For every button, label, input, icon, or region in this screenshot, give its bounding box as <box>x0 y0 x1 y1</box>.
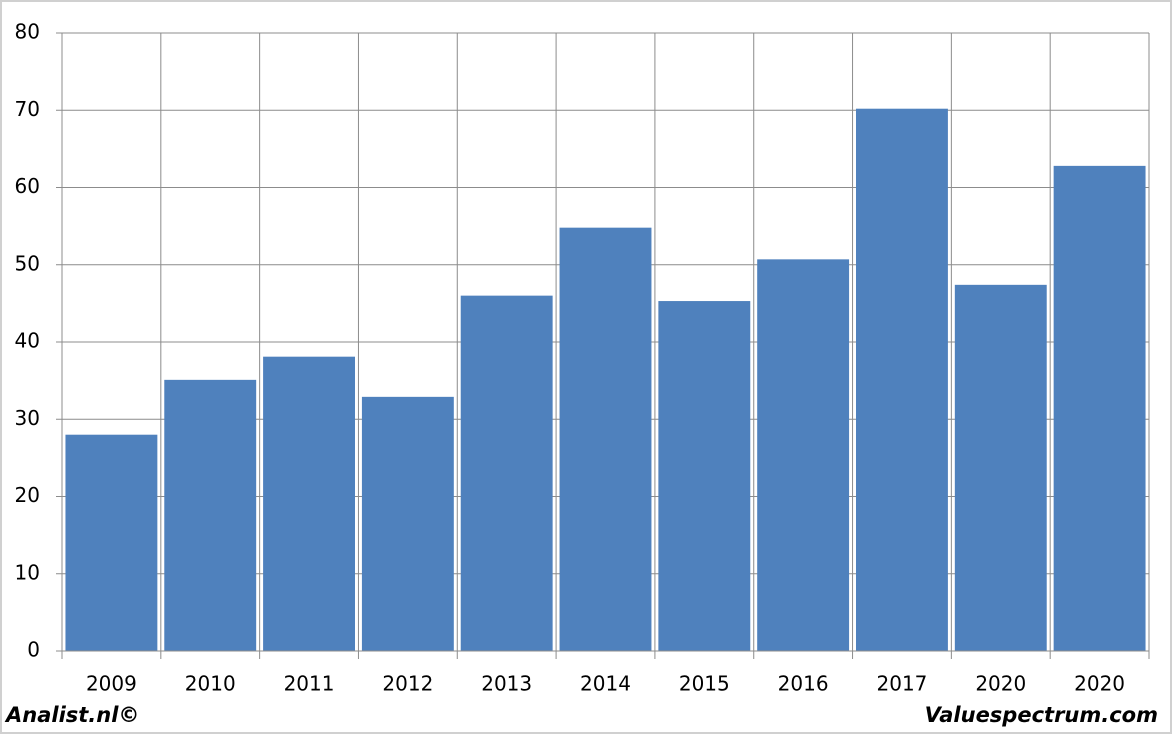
x-tick-label: 2017 <box>877 672 928 696</box>
x-tick-label: 2020 <box>975 672 1026 696</box>
bar <box>559 227 652 652</box>
x-tick-label: 2015 <box>679 672 730 696</box>
bar <box>65 434 158 651</box>
bar <box>658 301 751 651</box>
x-tick-label: 2014 <box>580 672 631 696</box>
y-tick-label: 20 <box>15 483 40 507</box>
y-tick-label: 70 <box>15 97 40 121</box>
bar <box>1053 165 1146 651</box>
bar <box>164 379 257 651</box>
bar <box>263 356 355 651</box>
x-tick-label: 2011 <box>284 672 335 696</box>
y-tick-label: 30 <box>15 406 40 430</box>
x-tick-label: 2013 <box>481 672 532 696</box>
bar <box>361 396 454 651</box>
y-tick-label: 60 <box>15 174 40 198</box>
y-tick-label: 0 <box>27 638 40 662</box>
x-tick-label: 2010 <box>185 672 236 696</box>
y-tick-label: 80 <box>15 20 40 44</box>
source-right: Valuespectrum.com <box>925 703 1158 727</box>
x-tick-label: 2016 <box>778 672 829 696</box>
y-tick-label: 50 <box>15 251 40 275</box>
x-tick-label: 2009 <box>86 672 137 696</box>
bar <box>954 284 1047 651</box>
source-left: Analist.nl© <box>4 703 139 727</box>
y-tick-label: 10 <box>15 560 40 584</box>
bar <box>856 108 948 651</box>
bar <box>757 259 850 651</box>
y-tick-label: 40 <box>15 329 40 353</box>
bar <box>460 295 553 651</box>
x-tick-label: 2012 <box>382 672 433 696</box>
x-tick-label: 2020 <box>1074 672 1125 696</box>
